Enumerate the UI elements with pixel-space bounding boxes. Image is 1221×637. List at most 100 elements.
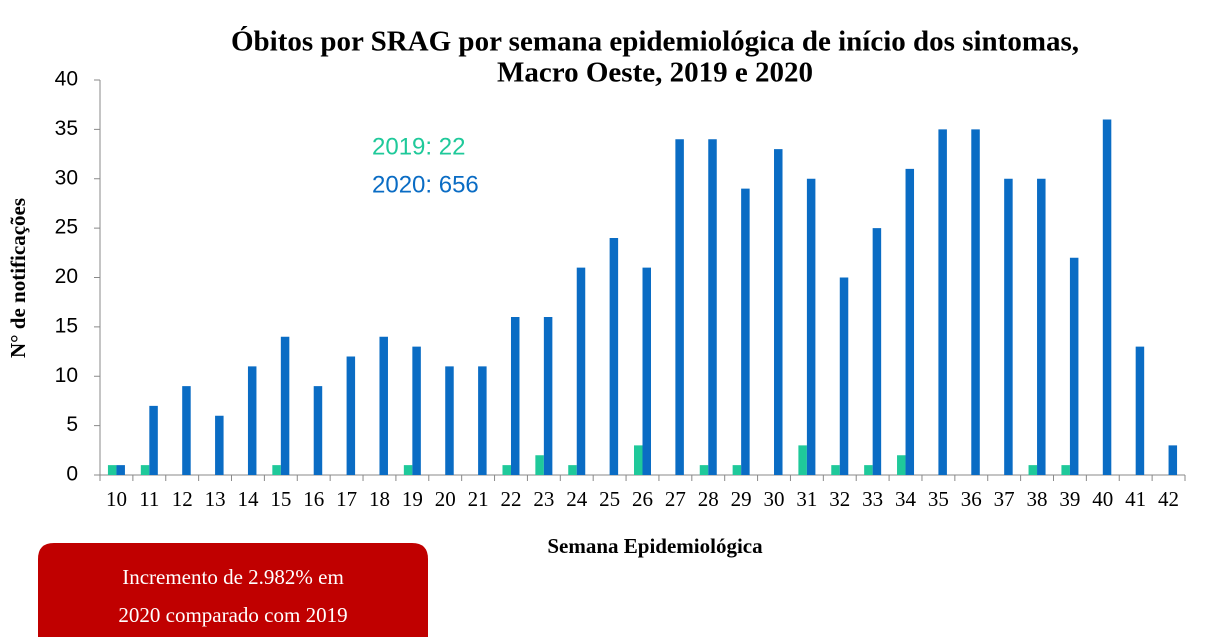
x-tick-label: 19: [402, 487, 423, 511]
bar: [897, 455, 906, 475]
annotation: 2019: 22: [372, 133, 465, 160]
x-axis-label: Semana Epidemiológica: [547, 534, 763, 558]
bar: [971, 129, 980, 475]
bar: [1004, 178, 1013, 475]
bar: [938, 129, 947, 475]
bar: [149, 405, 158, 475]
bar: [1069, 257, 1079, 475]
bar: [116, 465, 125, 475]
x-tick-label: 20: [435, 487, 456, 511]
bar: [1135, 346, 1145, 475]
y-axis-label: N° de notificações: [6, 198, 30, 358]
bar: [182, 386, 191, 475]
y-tick-label: 5: [66, 413, 78, 436]
x-tick-label: 14: [237, 487, 259, 511]
y-tick-label: 40: [55, 68, 78, 91]
y-tick-label: 15: [55, 314, 78, 337]
bar: [708, 139, 717, 475]
x-tick-label: 34: [895, 487, 917, 511]
bar: [107, 465, 117, 475]
bar: [1102, 119, 1112, 475]
bar: [741, 188, 750, 475]
bar: [839, 277, 849, 475]
bar: [864, 465, 873, 475]
x-tick-label: 25: [599, 487, 620, 511]
y-tick-label: 20: [55, 265, 78, 288]
y-tick-label: 35: [55, 117, 78, 140]
bar: [905, 168, 915, 475]
bar: [1168, 445, 1178, 475]
x-tick-label: 28: [698, 487, 719, 511]
x-tick-label: 30: [764, 487, 785, 511]
bar: [576, 267, 586, 475]
bar: [478, 366, 487, 475]
x-tick-label: 33: [862, 487, 883, 511]
bar: [412, 346, 421, 475]
x-tick-label: 10: [106, 487, 127, 511]
x-tick-label: 32: [829, 487, 850, 511]
bar: [1028, 465, 1038, 475]
note-text: Incremento de 2.982% em: [122, 565, 344, 589]
bar: [346, 356, 356, 475]
bar: [379, 336, 388, 475]
bar: [313, 386, 323, 475]
x-tick-label: 37: [994, 487, 1015, 511]
bar: [568, 465, 577, 475]
x-tick-label: 36: [961, 487, 982, 511]
y-tick-label: 10: [55, 364, 78, 387]
x-tick-label: 18: [369, 487, 390, 511]
x-tick-label: 35: [928, 487, 949, 511]
bar: [609, 238, 619, 475]
bar: [280, 336, 290, 475]
bar: [1037, 178, 1046, 475]
x-tick-label: 11: [139, 487, 159, 511]
y-tick-label: 25: [55, 216, 78, 239]
x-tick-label: 22: [500, 487, 521, 511]
bar: [543, 317, 553, 475]
x-tick-label: 23: [533, 487, 554, 511]
bar: [535, 455, 544, 475]
y-tick-label: 0: [66, 463, 78, 486]
note-text: 2020 comparado com 2019: [118, 603, 347, 627]
bar: [642, 267, 651, 475]
bar: [831, 465, 840, 475]
bar: [272, 465, 281, 475]
bar: [699, 465, 709, 475]
x-tick-label: 40: [1092, 487, 1113, 511]
x-tick-label: 15: [270, 487, 291, 511]
x-tick-label: 27: [665, 487, 686, 511]
bar: [732, 465, 742, 475]
x-tick-label: 13: [205, 487, 226, 511]
chart-title: Macro Oeste, 2019 e 2020: [497, 57, 813, 89]
chart-title: Óbitos por SRAG por semana epidemiológic…: [231, 25, 1079, 58]
bar: [1061, 465, 1070, 475]
annotation: 2020: 656: [372, 171, 479, 198]
bar: [403, 465, 413, 475]
bar: [247, 366, 257, 475]
x-tick-label: 26: [632, 487, 653, 511]
bar: [445, 366, 454, 475]
bar: [140, 465, 150, 475]
x-tick-label: 38: [1027, 487, 1048, 511]
x-tick-label: 12: [172, 487, 193, 511]
y-tick-label: 30: [55, 166, 78, 189]
bar: [774, 149, 783, 475]
bar: [675, 139, 684, 475]
x-tick-label: 31: [796, 487, 817, 511]
note-box: [38, 543, 428, 637]
bar: [806, 178, 816, 475]
bar: [215, 415, 224, 475]
bar: [634, 445, 643, 475]
x-tick-label: 41: [1125, 487, 1146, 511]
bar: [510, 317, 520, 475]
x-tick-label: 16: [303, 487, 324, 511]
x-tick-label: 24: [566, 487, 588, 511]
x-tick-label: 17: [336, 487, 357, 511]
bar: [502, 465, 511, 475]
bar: [798, 445, 807, 475]
x-tick-label: 29: [731, 487, 752, 511]
bar: [872, 228, 882, 475]
x-tick-label: 39: [1059, 487, 1080, 511]
